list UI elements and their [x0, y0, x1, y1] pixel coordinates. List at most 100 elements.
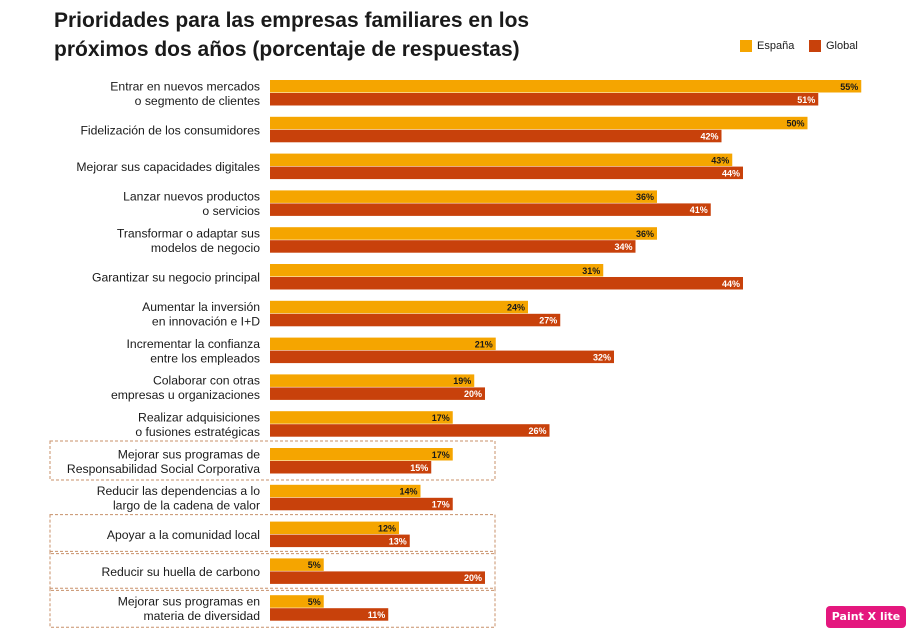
data-label-global: 17% — [432, 500, 450, 510]
data-label-espana: 24% — [507, 303, 525, 313]
bar-espana — [270, 190, 657, 203]
legend-swatch-global — [809, 40, 821, 52]
bar-espana — [270, 264, 604, 277]
data-label-espana: 55% — [840, 82, 858, 92]
data-label-global: 15% — [410, 463, 428, 473]
data-label-global: 34% — [614, 242, 632, 252]
data-label-espana: 17% — [432, 413, 450, 423]
bar-global — [270, 240, 636, 253]
category-label: Garantizar su negocio principal — [92, 271, 260, 285]
category-label: Entrar en nuevos mercados — [110, 79, 260, 93]
data-label-global: 41% — [690, 205, 708, 215]
data-label-global: 42% — [700, 132, 718, 142]
data-label-global: 13% — [389, 536, 407, 546]
bar-global — [270, 166, 743, 180]
bar-global — [270, 350, 614, 364]
category-label: Mejorar sus programas de — [118, 447, 260, 461]
legend-item-global: Global — [809, 40, 858, 52]
bar-espana — [270, 448, 453, 461]
bar-espana — [270, 558, 324, 571]
data-label-espana: 50% — [786, 119, 804, 129]
bar-espana — [270, 300, 528, 314]
category-label: Fidelización de los consumidores — [80, 123, 260, 137]
data-label-espana: 17% — [432, 450, 450, 460]
category-label: Realizar adquisiciones — [138, 410, 260, 424]
chart-title-line-1: Prioridades para las empresas familiares… — [54, 9, 530, 32]
data-label-global: 44% — [722, 279, 740, 289]
bar-espana — [270, 374, 475, 387]
bar-espana — [270, 80, 862, 93]
highlight-box — [49, 550, 496, 591]
data-label-espana: 31% — [582, 266, 600, 276]
data-label-global: 51% — [797, 95, 815, 105]
category-label: Colaborar con otras — [153, 374, 260, 388]
chart-title-line-2: próximos dos años (porcentaje de respues… — [54, 38, 520, 61]
highlight-box — [49, 587, 496, 628]
data-label-global: 26% — [528, 426, 546, 436]
category-label: Aumentar la inversión — [142, 300, 260, 314]
bar-global — [270, 424, 550, 437]
bar-global — [270, 608, 389, 621]
bar-global — [270, 129, 722, 143]
data-label-espana: 5% — [308, 560, 321, 570]
category-label: Reducir su huella de carbono — [101, 565, 260, 579]
category-label: Responsabilidad Social Corporativa — [67, 462, 260, 476]
data-label-espana: 43% — [711, 155, 729, 165]
category-label: Incrementar la confianza — [127, 337, 261, 351]
data-label-espana: 21% — [475, 339, 493, 349]
data-label-global: 27% — [539, 316, 557, 326]
bar-espana — [270, 521, 399, 535]
bar-global — [270, 93, 819, 106]
bar-espana — [270, 116, 808, 130]
bar-global — [270, 203, 711, 216]
legend-label-espana: España — [757, 40, 795, 52]
data-label-global: 32% — [593, 352, 611, 362]
legend-swatch-espana — [740, 40, 752, 52]
data-label-global: 20% — [464, 573, 482, 583]
bar-global — [270, 534, 410, 548]
highlight-box — [49, 514, 496, 555]
bar-espana — [270, 484, 421, 498]
data-label-espana: 36% — [636, 192, 654, 202]
data-label-global: 11% — [368, 610, 386, 620]
category-label: Mejorar sus capacidades digitales — [76, 160, 260, 174]
category-label: entre los empleados — [150, 351, 260, 365]
bar-espana — [270, 595, 324, 608]
category-label: Mejorar sus programas en — [118, 594, 260, 608]
category-label: empresas u organizaciones — [111, 388, 260, 402]
bar-global — [270, 461, 432, 474]
category-label: Apoyar a la comunidad local — [107, 528, 260, 542]
category-label: materia de diversidad — [143, 609, 260, 623]
bar-espana — [270, 227, 657, 240]
legend-item-espana: España — [740, 40, 794, 52]
category-label: Lanzar nuevos productos — [123, 190, 260, 204]
category-label: en innovación e I+D — [152, 315, 260, 329]
bar-global — [270, 497, 453, 511]
data-label-espana: 36% — [636, 229, 654, 239]
category-label: o servicios — [202, 204, 260, 218]
category-label: Transformar o adaptar sus — [117, 226, 260, 240]
bar-global — [270, 277, 743, 290]
data-label-global: 20% — [464, 389, 482, 399]
data-label-espana: 12% — [378, 523, 396, 533]
category-label: Reducir las dependencias a lo — [97, 484, 261, 498]
bar-global — [270, 313, 561, 327]
bar-global — [270, 571, 485, 584]
data-label-espana: 5% — [308, 597, 321, 607]
data-label-espana: 19% — [453, 376, 471, 386]
bar-espana — [270, 153, 733, 167]
paint-x-lite-badge[interactable]: Paint X lite — [826, 606, 906, 628]
bar-global — [270, 387, 485, 400]
category-label: largo de la cadena de valor — [113, 499, 260, 513]
chart-title: Prioridades para las empresas familiares… — [54, 6, 654, 64]
highlight-box — [49, 440, 496, 481]
data-label-espana: 14% — [399, 487, 417, 497]
bar-espana — [270, 411, 453, 424]
category-label: modelos de negocio — [151, 241, 260, 255]
category-label: o fusiones estratégicas — [135, 425, 260, 439]
data-label-global: 44% — [722, 168, 740, 178]
bar-espana — [270, 337, 496, 351]
category-label: o segmento de clientes — [135, 94, 260, 108]
legend-label-global: Global — [826, 40, 858, 52]
